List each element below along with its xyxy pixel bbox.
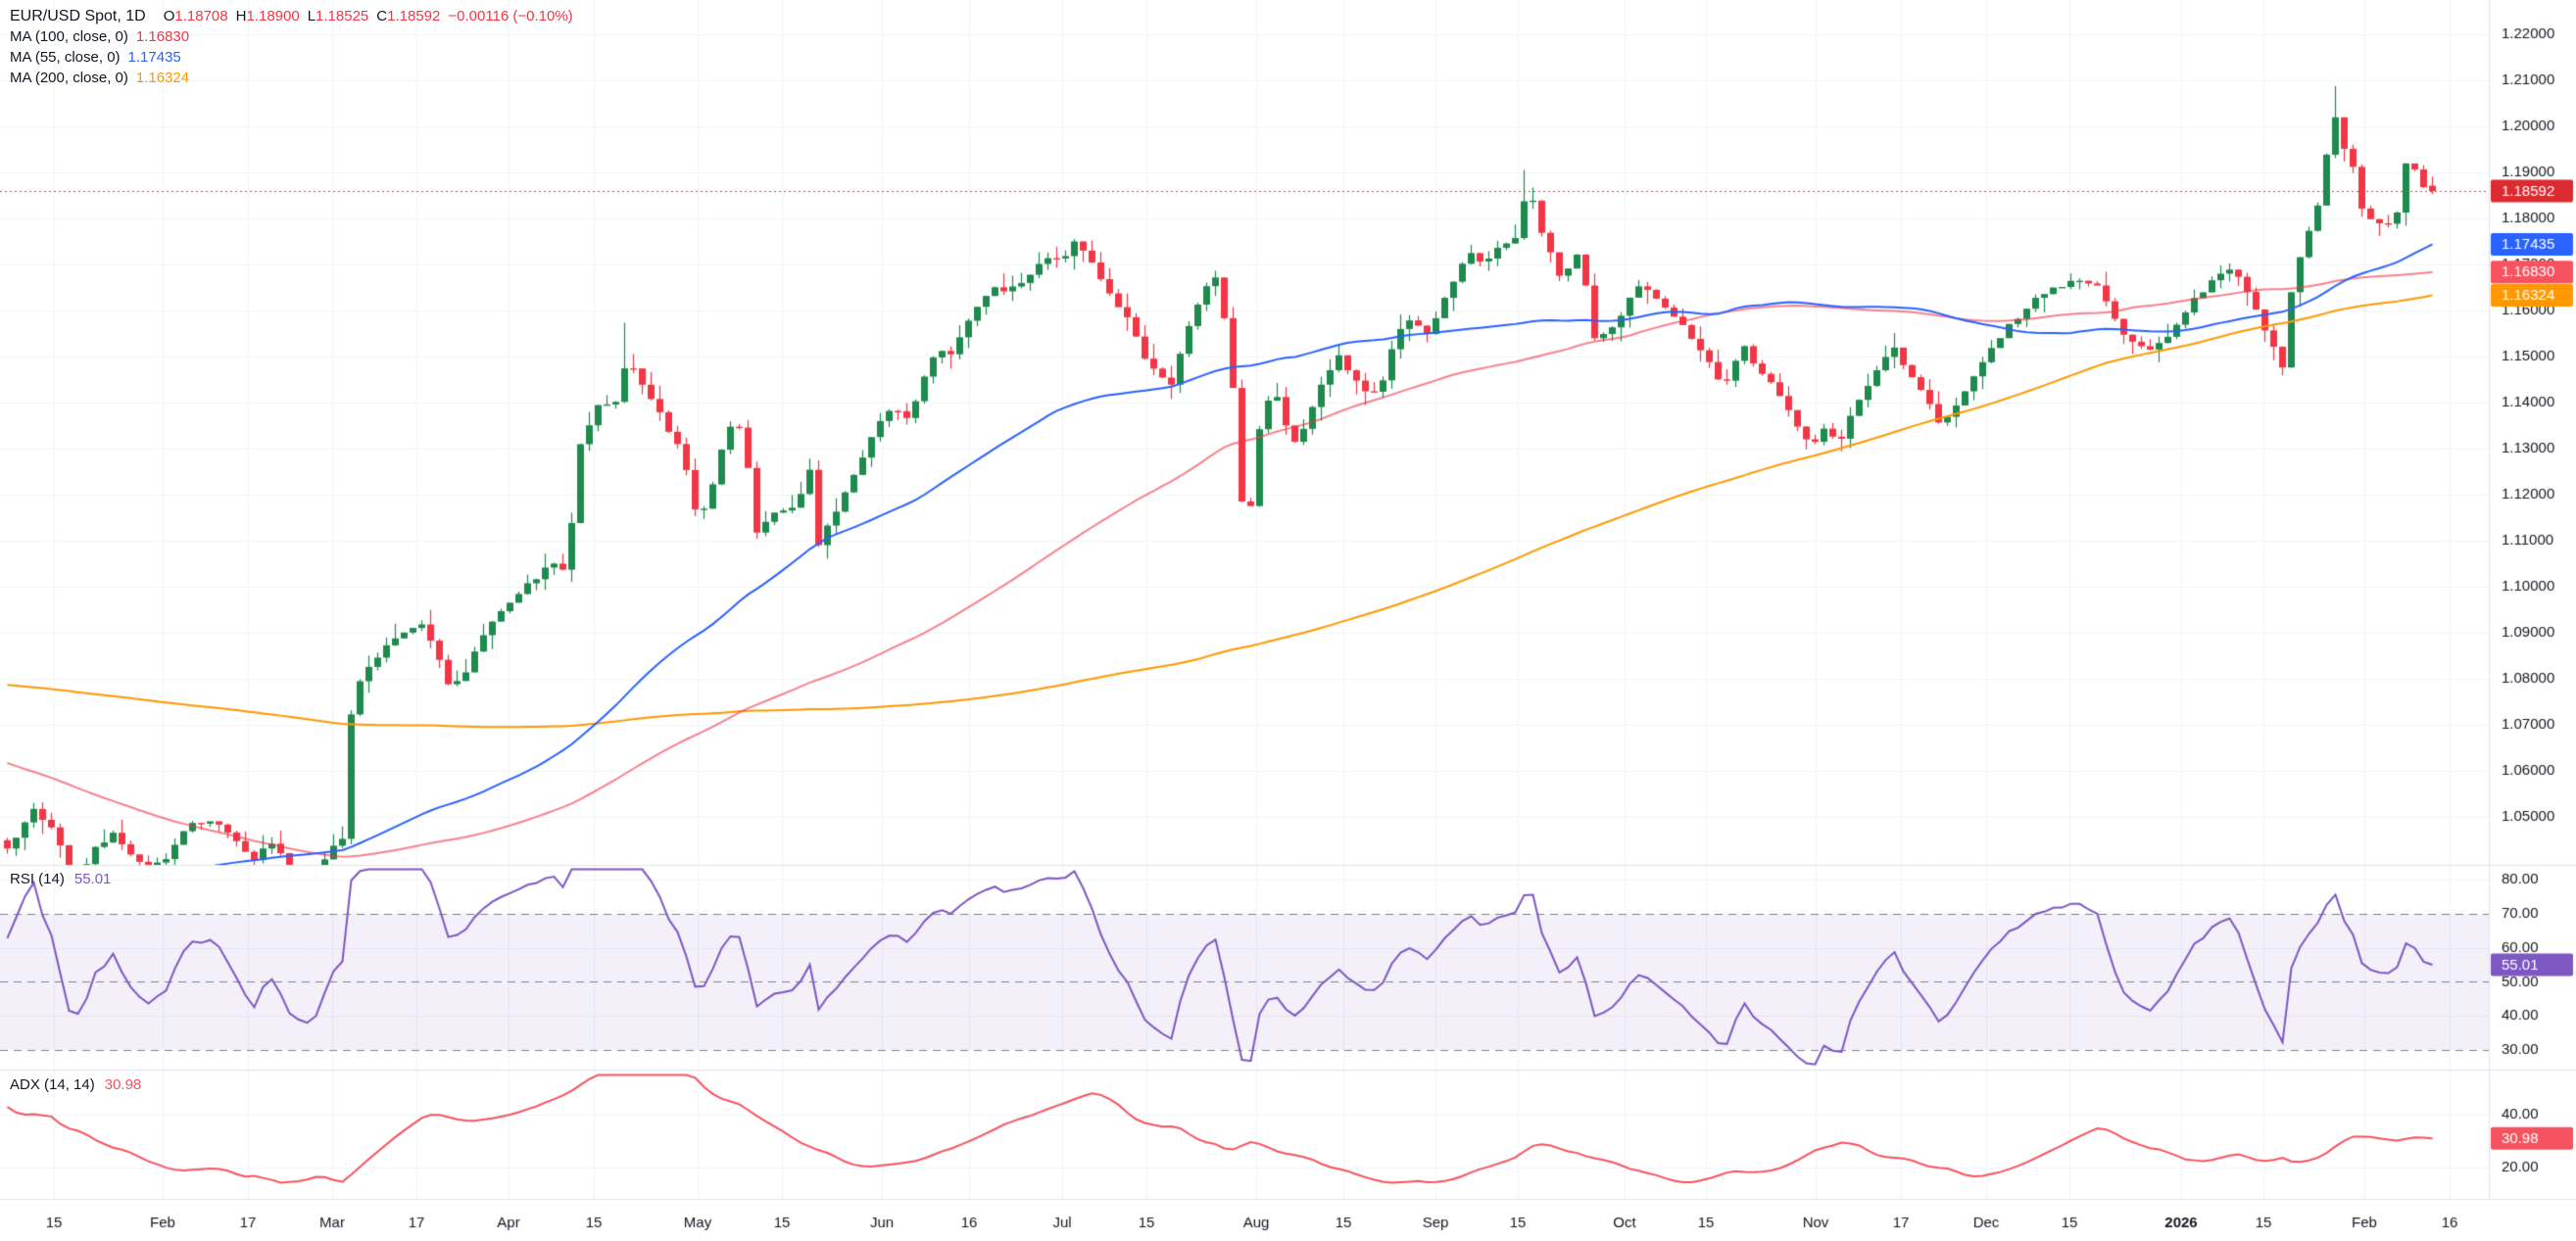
rsi-value: 55.01 xyxy=(73,871,112,887)
adx-value: 30.98 xyxy=(104,1076,142,1093)
pane-divider-adx[interactable] xyxy=(0,1068,2489,1073)
ma200-value: 1.16324 xyxy=(135,70,190,86)
close-label: C xyxy=(376,8,388,24)
close-value: 1.18592 xyxy=(387,8,441,24)
adx-legend[interactable]: ADX (14, 14) 30.98 xyxy=(10,1076,141,1093)
pane-divider-rsi[interactable] xyxy=(0,863,2489,868)
ma100-legend-row[interactable]: MA (100, close, 0) 1.16830 xyxy=(10,26,573,47)
ma100-value: 1.16830 xyxy=(135,28,190,45)
open-label: O xyxy=(163,8,175,24)
rsi-legend[interactable]: RSI (14) 55.01 xyxy=(10,871,111,887)
ma55-legend-row[interactable]: MA (55, close, 0) 1.17435 xyxy=(10,47,573,68)
rsi-label: RSI (14) xyxy=(10,871,65,887)
symbol-title[interactable]: EUR/USD Spot, 1D xyxy=(10,8,146,24)
high-value: 1.18900 xyxy=(246,8,300,24)
time-axis[interactable] xyxy=(0,1199,2576,1241)
adx-label: ADX (14, 14) xyxy=(10,1076,95,1093)
ma200-legend-row[interactable]: MA (200, close, 0) 1.16324 xyxy=(10,68,573,88)
change-value: −0.00116 (−0.10%) xyxy=(448,8,573,24)
symbol-legend-row[interactable]: EUR/USD Spot, 1D O1.18708 H1.18900 L1.18525… xyxy=(10,6,573,26)
ma55-value: 1.17435 xyxy=(127,49,181,66)
ma100-label: MA (100, close, 0) xyxy=(10,28,128,45)
high-label: H xyxy=(235,8,247,24)
main-chart-legend: EUR/USD Spot, 1D O1.18708 H1.18900 L1.18525… xyxy=(10,6,573,88)
ma200-label: MA (200, close, 0) xyxy=(10,70,128,86)
ma55-label: MA (55, close, 0) xyxy=(10,49,121,66)
low-label: L xyxy=(307,8,316,24)
low-value: 1.18525 xyxy=(316,8,369,24)
price-axis[interactable] xyxy=(2490,0,2576,1199)
open-value: 1.18708 xyxy=(174,8,228,24)
